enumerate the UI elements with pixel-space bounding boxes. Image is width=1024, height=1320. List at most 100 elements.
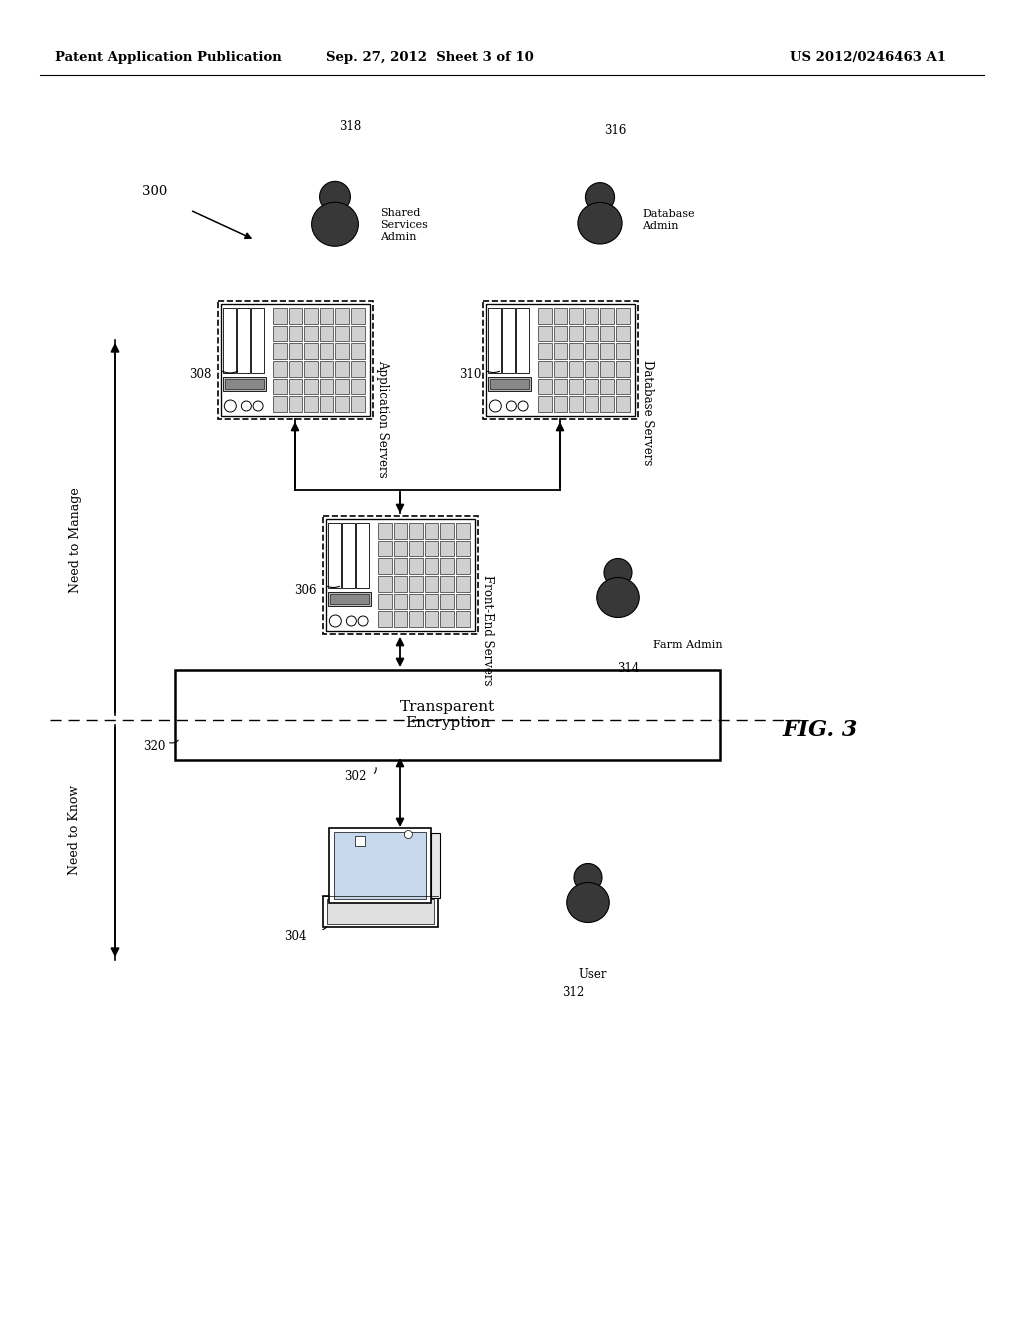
Bar — [569, 379, 583, 395]
Bar — [585, 308, 598, 323]
Circle shape — [489, 400, 502, 412]
Bar — [615, 379, 630, 395]
Bar — [175, 671, 720, 760]
Bar — [585, 343, 598, 359]
Ellipse shape — [311, 202, 358, 247]
Circle shape — [604, 558, 632, 586]
Text: 314: 314 — [616, 661, 639, 675]
Bar — [326, 519, 474, 631]
Bar — [482, 301, 638, 418]
Bar — [378, 541, 391, 556]
Bar — [440, 541, 454, 556]
Text: Database
Admin: Database Admin — [642, 209, 694, 231]
Bar — [393, 611, 408, 627]
Bar — [319, 308, 333, 323]
Bar — [538, 343, 552, 359]
Ellipse shape — [578, 202, 623, 244]
Bar — [289, 396, 302, 412]
Bar — [410, 523, 423, 539]
Circle shape — [574, 863, 602, 891]
Circle shape — [586, 182, 614, 211]
Text: Front-End Servers: Front-End Servers — [481, 576, 495, 685]
Bar — [440, 576, 454, 591]
Bar — [273, 360, 287, 376]
Bar — [335, 379, 349, 395]
Text: 320: 320 — [142, 741, 165, 752]
Bar — [251, 308, 264, 372]
Bar — [273, 308, 287, 323]
Bar — [378, 523, 391, 539]
Text: User: User — [579, 969, 607, 982]
Bar — [335, 396, 349, 412]
Text: 318: 318 — [339, 120, 361, 133]
Bar — [273, 379, 287, 395]
Bar — [330, 828, 431, 903]
Bar — [378, 576, 391, 591]
Bar — [351, 360, 365, 376]
Bar — [615, 326, 630, 342]
Bar — [304, 343, 317, 359]
Bar — [335, 360, 349, 376]
Text: Need to Know: Need to Know — [69, 785, 82, 875]
Bar — [600, 360, 614, 376]
Bar — [378, 558, 391, 574]
Bar — [319, 326, 333, 342]
Bar — [304, 360, 317, 376]
Bar — [440, 594, 454, 610]
Text: 300: 300 — [142, 185, 168, 198]
Bar — [516, 308, 529, 372]
Bar — [319, 360, 333, 376]
Bar — [456, 558, 469, 574]
Bar — [289, 326, 302, 342]
Bar — [351, 326, 365, 342]
Text: 316: 316 — [604, 124, 627, 136]
Bar — [425, 541, 438, 556]
Bar — [410, 558, 423, 574]
Bar — [440, 611, 454, 627]
Bar — [273, 343, 287, 359]
Bar — [569, 308, 583, 323]
Bar — [217, 301, 373, 418]
Text: 304: 304 — [284, 931, 306, 942]
Bar — [615, 308, 630, 323]
Text: Transparent
Encryption: Transparent Encryption — [400, 700, 496, 730]
Bar — [393, 594, 408, 610]
Bar — [351, 396, 365, 412]
Bar — [485, 304, 635, 416]
Bar — [393, 541, 408, 556]
Bar — [304, 326, 317, 342]
Bar — [327, 899, 433, 924]
Bar — [425, 523, 438, 539]
Bar — [569, 360, 583, 376]
Text: Patent Application Publication: Patent Application Publication — [55, 51, 282, 65]
Bar — [431, 833, 439, 898]
Bar — [222, 378, 266, 391]
Bar — [351, 308, 365, 323]
Bar — [224, 379, 264, 389]
Bar — [554, 360, 567, 376]
Circle shape — [404, 830, 413, 838]
Bar — [600, 308, 614, 323]
Bar — [615, 343, 630, 359]
Bar — [304, 308, 317, 323]
Bar — [378, 611, 391, 627]
Bar — [456, 523, 469, 539]
Text: Sep. 27, 2012  Sheet 3 of 10: Sep. 27, 2012 Sheet 3 of 10 — [326, 51, 534, 65]
Bar — [425, 576, 438, 591]
Ellipse shape — [597, 578, 639, 618]
Circle shape — [330, 615, 341, 627]
Ellipse shape — [566, 883, 609, 923]
Bar — [410, 594, 423, 610]
Bar — [538, 308, 552, 323]
Bar — [273, 326, 287, 342]
Bar — [319, 396, 333, 412]
Bar — [319, 343, 333, 359]
Circle shape — [346, 616, 356, 626]
Bar — [393, 576, 408, 591]
Bar — [410, 541, 423, 556]
Bar — [487, 378, 530, 391]
Text: 306: 306 — [294, 583, 316, 597]
Text: 308: 308 — [188, 368, 211, 381]
Bar — [600, 396, 614, 412]
Bar — [304, 396, 317, 412]
